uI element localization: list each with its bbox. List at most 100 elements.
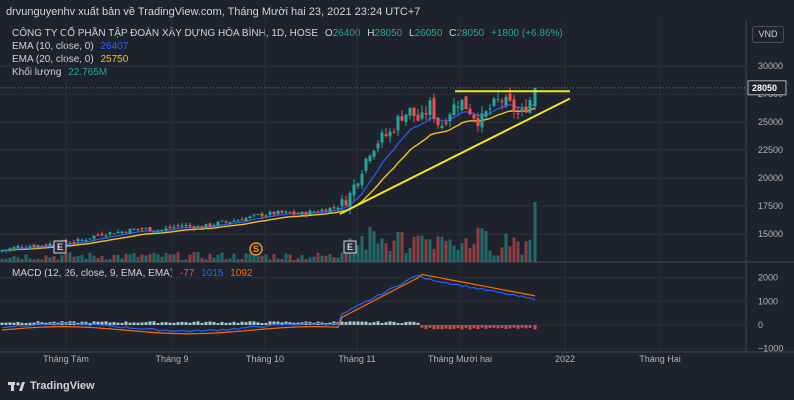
price-axis-label: 20000 <box>758 173 783 183</box>
candle-body <box>516 113 520 115</box>
macd-line <box>1 274 536 333</box>
volume-bar <box>188 254 192 262</box>
candle-body <box>344 200 348 206</box>
volume-bar <box>24 254 28 262</box>
candle-body <box>76 239 80 242</box>
macd-histogram-bar <box>252 321 256 325</box>
candle-body <box>272 211 276 215</box>
macd-axis-label: 1000 <box>758 296 778 306</box>
macd-histogram-bar <box>32 322 36 325</box>
ema10-legend[interactable]: EMA (10, close, 0) 26407 <box>12 41 132 52</box>
currency-badge[interactable]: VND <box>752 26 784 43</box>
macd-histogram-bar <box>424 325 428 330</box>
candle-body <box>148 227 152 232</box>
macd-histogram-bar <box>124 321 128 325</box>
candle-body <box>400 116 404 121</box>
volume-bar <box>304 259 308 262</box>
volume-bar <box>428 239 432 262</box>
candle-body <box>100 234 104 236</box>
volume-bar <box>104 259 108 262</box>
macd-histogram-bar <box>104 321 108 325</box>
event-marker-label: E <box>347 242 353 252</box>
volume-bar <box>232 253 236 262</box>
support-trendline <box>339 97 571 215</box>
macd-histogram-bar <box>116 322 120 325</box>
volume-bar <box>244 253 248 262</box>
macd-histogram-bar <box>388 321 392 325</box>
volume-bar <box>216 254 220 262</box>
volume-bar <box>152 252 156 262</box>
ema20-value: 25750 <box>100 54 129 65</box>
macd-histogram-bar <box>248 321 252 325</box>
macd-signal-line <box>1 273 536 335</box>
price-axis-label: 17500 <box>758 201 783 211</box>
macd-histogram-bar <box>352 321 356 325</box>
candle-body <box>528 100 532 113</box>
volume-bar <box>412 236 416 262</box>
volume-bar <box>144 255 148 262</box>
macd-histogram-bar <box>256 322 260 325</box>
volume-bar <box>352 249 356 262</box>
volume-bar <box>52 255 56 262</box>
volume-bar <box>368 226 372 262</box>
candle-body <box>372 150 376 157</box>
ema20-legend[interactable]: EMA (20, close, 0) 25750 <box>12 54 132 65</box>
candle-body <box>0 250 4 252</box>
candle-body <box>4 249 8 251</box>
volume-bar <box>76 255 80 262</box>
candle-body <box>196 226 200 230</box>
candle-body <box>36 245 40 248</box>
macd-histogram-bar <box>44 322 48 325</box>
open-value: 26400 <box>332 28 361 39</box>
macd-histogram-bar <box>380 323 384 325</box>
low-label: L <box>409 28 415 39</box>
tradingview-logo-icon <box>8 382 25 391</box>
candle-body <box>520 108 524 112</box>
ema10-line <box>1 102 536 251</box>
footer-brand[interactable]: TradingView <box>30 380 95 392</box>
macd-histogram-bar <box>272 321 276 325</box>
candle-body <box>328 207 332 213</box>
high-label: H <box>367 28 375 39</box>
time-axis-label: 2022 <box>555 354 575 364</box>
macd-histogram-bar <box>524 325 528 329</box>
macd-histogram-bar <box>444 325 448 329</box>
high-value: 28050 <box>374 28 403 39</box>
candle-body <box>420 112 424 119</box>
volume-bar <box>316 252 320 262</box>
volume-bar <box>84 258 88 262</box>
macd-histogram-bar <box>356 321 360 325</box>
macd-histogram-bar <box>384 322 388 325</box>
time-axis-label: Tháng 11 <box>338 354 375 364</box>
volume-bar <box>520 254 524 262</box>
volume-bar <box>172 254 176 262</box>
candle-body <box>436 117 440 126</box>
volume-bar <box>396 231 400 262</box>
candle-body <box>392 131 396 133</box>
candle-body <box>533 87 537 107</box>
candle-body <box>416 114 420 121</box>
volume-bar <box>360 236 364 262</box>
volume-bar <box>376 243 380 262</box>
candle-body <box>280 210 284 213</box>
candle-body <box>120 231 124 234</box>
volume-bar <box>484 231 488 262</box>
candle-body <box>240 219 244 221</box>
candle-body <box>472 114 476 119</box>
candle-body <box>32 244 36 248</box>
candle-body <box>336 207 340 210</box>
macd-legend[interactable]: MACD (12, 26, close, 9, EMA, EMA) -77 10… <box>12 268 256 279</box>
volume-bar <box>124 253 128 262</box>
volume-legend[interactable]: Khối lượng 22.765M <box>12 67 111 78</box>
candle-body <box>208 223 212 227</box>
macd-histogram-bar <box>188 322 192 325</box>
volume-bar <box>116 254 120 262</box>
footer: TradingView <box>8 380 95 392</box>
candle-body <box>324 209 328 212</box>
candle-body <box>304 212 308 215</box>
volume-bar <box>324 255 328 262</box>
candle-body <box>28 246 32 248</box>
candle-body <box>356 183 360 187</box>
macd-histogram-bar <box>288 322 292 325</box>
